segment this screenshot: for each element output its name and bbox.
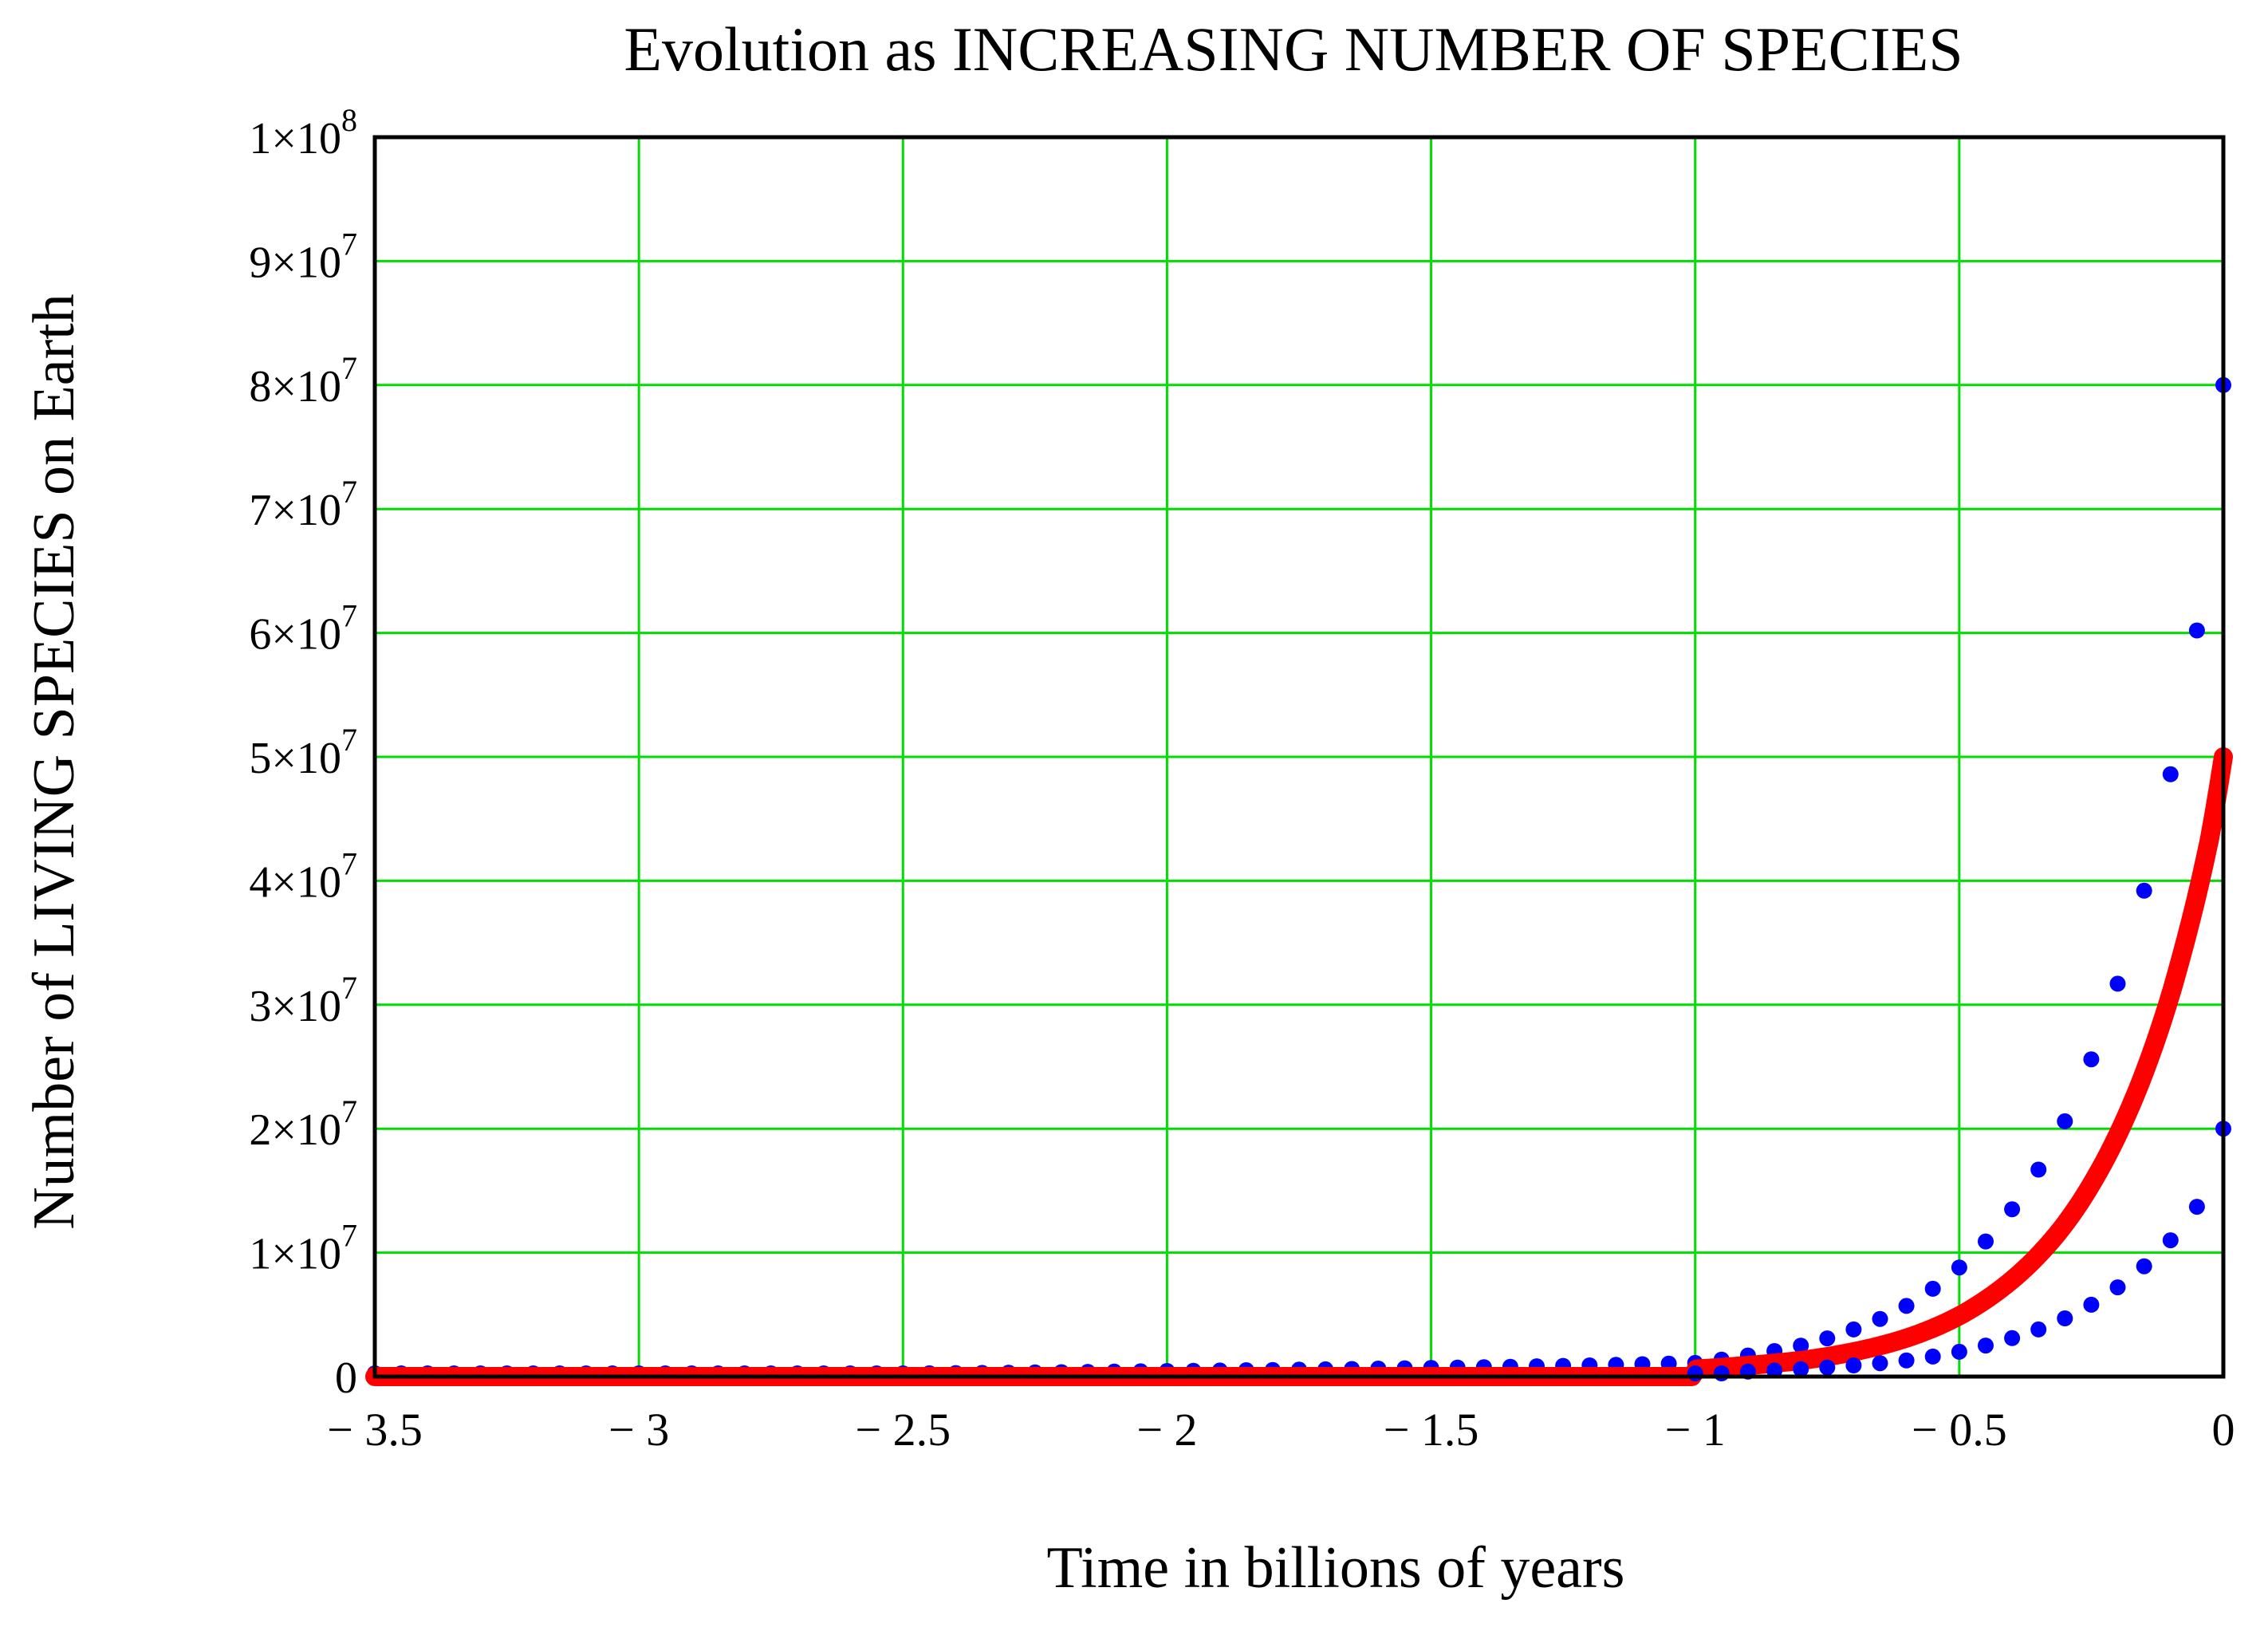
series-2-point-12	[2004, 1330, 2021, 1346]
y-tick-label-9: 9×107	[249, 226, 357, 287]
series-2-point-1	[1713, 1365, 1730, 1381]
series-0-point-64	[2057, 1113, 2073, 1129]
y-tick-label-3: 3×107	[249, 970, 357, 1031]
series-0-point-56	[1845, 1321, 1862, 1337]
y-tick-exponent-6: 7	[341, 598, 357, 634]
series-2-point-5	[1819, 1359, 1836, 1376]
series-2-point-16	[2109, 1279, 2126, 1296]
y-tick-exponent-1: 7	[341, 1218, 357, 1254]
y-axis-label: Number of LIVING SPECIES on Earth	[22, 293, 87, 1230]
x-tick-labels: − 3.5 − 3 − 2.5 − 2 − 1.5 − 1 − 0.5 0	[327, 1404, 2235, 1456]
series-0-point-59	[1924, 1280, 1941, 1297]
y-tick-exponent-9: 7	[341, 226, 357, 262]
y-tick-exponent-4: 7	[341, 845, 357, 881]
x-tick-label-2: − 2.5	[855, 1404, 951, 1456]
y-tick-exponent-5: 7	[341, 722, 357, 758]
series-2-point-8	[1898, 1352, 1915, 1369]
y-tick-label-1: 1×107	[249, 1218, 357, 1279]
y-tick-label-7: 7×107	[249, 474, 357, 535]
x-tick-label-3: − 2	[1136, 1404, 1197, 1456]
x-axis-label: Time in billions of years	[1047, 1535, 1625, 1601]
x-tick-label-0: − 3.5	[327, 1404, 423, 1456]
x-tick-label-4: − 1.5	[1384, 1404, 1479, 1456]
chart-title: Evolution as INCREASING NUMBER OF SPECIE…	[624, 14, 1963, 84]
y-tick-label-0: 0	[335, 1353, 357, 1403]
y-tick-label-8: 8×107	[249, 350, 357, 412]
y-tick-label-4: 4×107	[249, 845, 357, 907]
series-2-point-9	[1924, 1348, 1941, 1365]
series-0-point-54	[1793, 1337, 1809, 1354]
series-2-point-19	[2188, 1199, 2205, 1215]
series-0-point-69	[2188, 622, 2205, 639]
series-0-point-55	[1819, 1330, 1836, 1347]
series-0-point-57	[1872, 1310, 1888, 1327]
y-tick-exponent-3: 7	[341, 970, 357, 1006]
series-0-point-67	[2136, 882, 2152, 899]
y-tick-label-6: 6×107	[249, 598, 357, 660]
x-tick-label-1: − 3	[608, 1404, 669, 1456]
plot-frame	[372, 135, 2226, 1379]
series-2-point-13	[2030, 1321, 2047, 1337]
series-0-point-61	[1978, 1233, 1994, 1250]
series-0-point-63	[2030, 1161, 2047, 1178]
y-tick-exponent-7: 7	[341, 474, 357, 510]
x-tick-label-6: − 0.5	[1912, 1404, 2007, 1456]
y-tick-label-10: 1×108	[249, 102, 357, 163]
x-tick-label-5: − 1	[1665, 1404, 1726, 1456]
y-tick-exponent-8: 7	[341, 350, 357, 386]
series-2-point-18	[2162, 1232, 2179, 1249]
series-0-point-60	[1951, 1259, 1967, 1276]
series-0-point-65	[2083, 1051, 2100, 1068]
series-2-point-4	[1793, 1361, 1809, 1377]
y-tick-label-5: 5×107	[249, 722, 357, 783]
y-tick-exponent-2: 7	[341, 1093, 357, 1129]
series-2-point-0	[1687, 1365, 1703, 1381]
series-2-point-17	[2136, 1258, 2152, 1274]
series-0-point-58	[1898, 1298, 1915, 1314]
series-2-point-11	[1978, 1337, 1994, 1354]
series-2-point-3	[1766, 1362, 1783, 1379]
y-tick-exponent-10: 8	[341, 102, 357, 138]
series-2-point-7	[1872, 1355, 1888, 1372]
series-0-point-66	[2109, 975, 2126, 992]
series-2-point-14	[2057, 1310, 2073, 1326]
y-tick-label-2: 2×107	[249, 1093, 357, 1155]
series-2-point-15	[2083, 1296, 2100, 1313]
series-2-point-10	[1951, 1343, 1967, 1360]
series-0-point-68	[2162, 766, 2179, 782]
series-0-point-62	[2004, 1201, 2021, 1218]
series-2	[1687, 1121, 2231, 1381]
y-tick-labels: 0 1×107 2×107 3×107 4×107 5×107 6×107 7×107 8×10…	[249, 102, 357, 1403]
x-tick-label-7: 0	[2212, 1404, 2235, 1456]
series-2-point-6	[1845, 1357, 1862, 1373]
